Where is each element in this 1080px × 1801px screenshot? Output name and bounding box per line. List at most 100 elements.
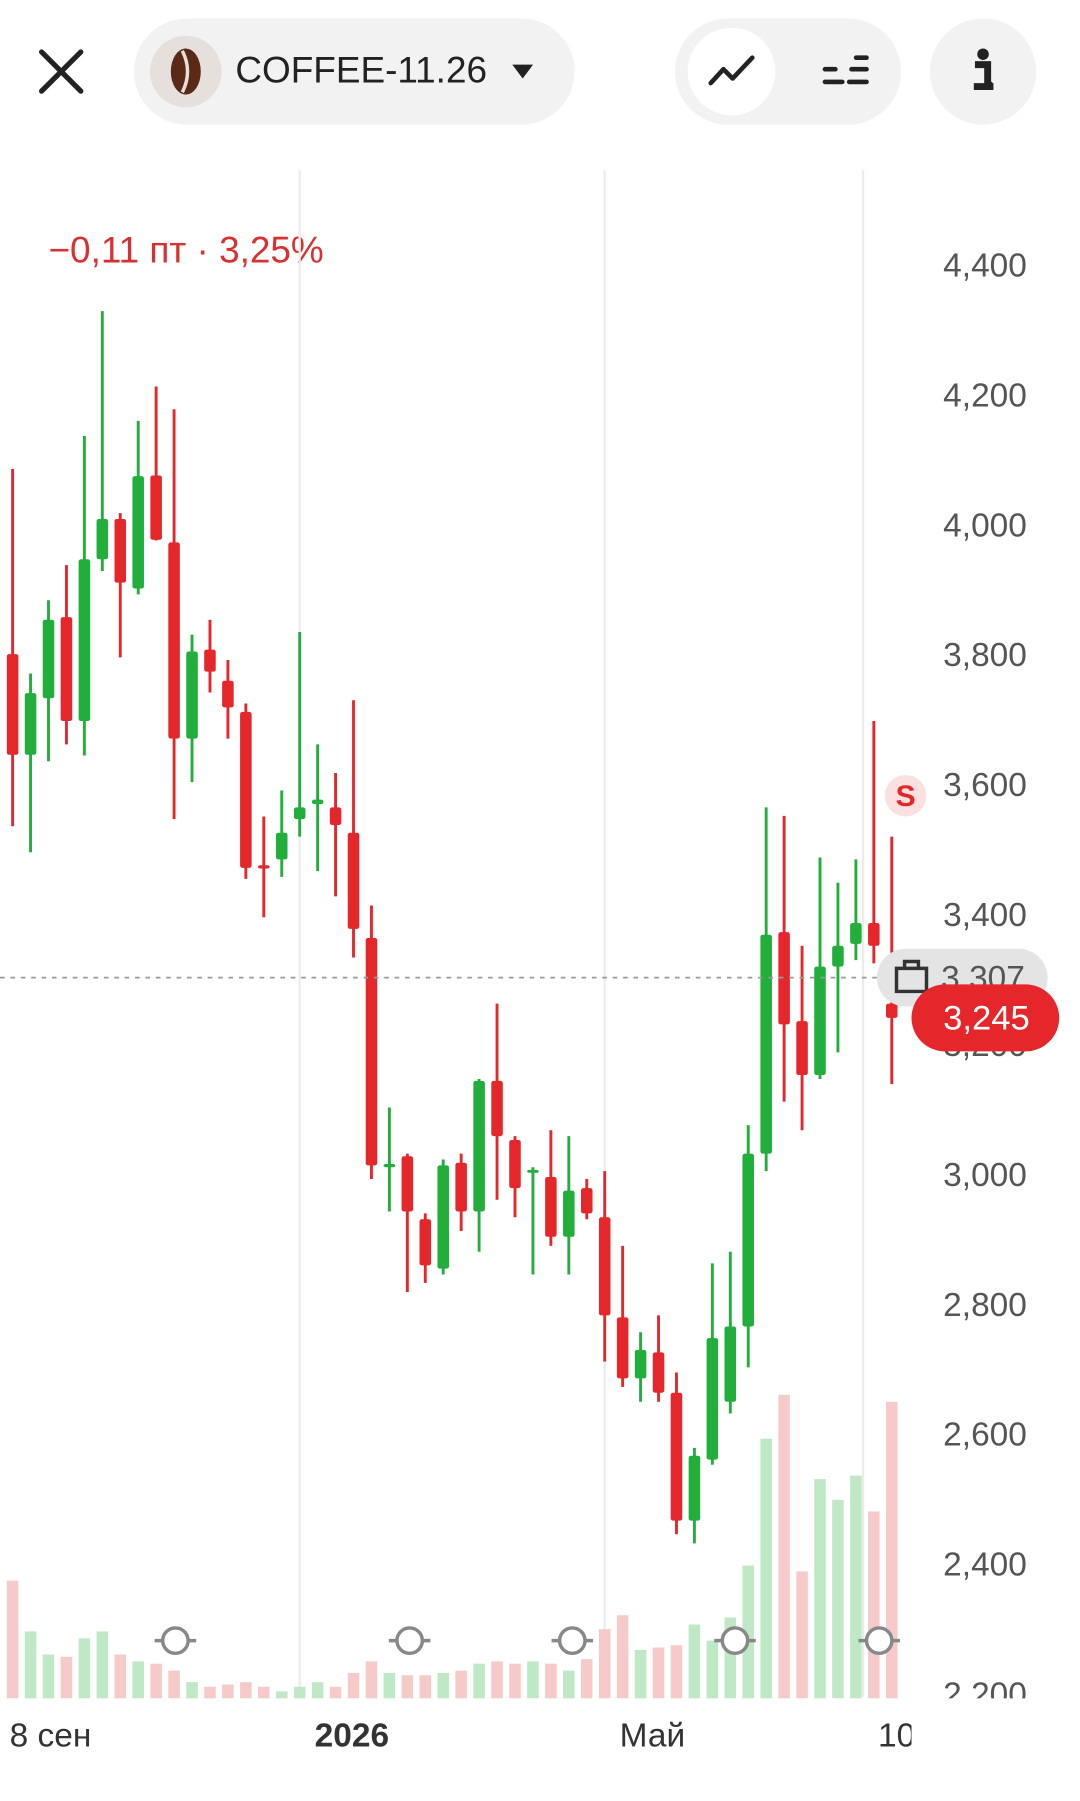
candle-body <box>545 1177 557 1237</box>
signal-label: S <box>896 780 916 813</box>
candle-body <box>78 559 91 722</box>
candle-body <box>563 1190 575 1237</box>
last-price: 3,245 <box>943 999 1030 1037</box>
volume-bar <box>6 1580 19 1699</box>
volume-bar <box>42 1654 55 1699</box>
change-label: −0,11 пт · 3,25% <box>49 229 324 270</box>
volume-bar <box>850 1475 862 1699</box>
y-tick-label: 4,200 <box>943 377 1027 414</box>
volume-bar <box>329 1686 342 1699</box>
volume-bar <box>796 1571 808 1699</box>
candle-body <box>509 1140 521 1189</box>
volume-bar <box>204 1686 216 1699</box>
signal-marker <box>884 774 927 817</box>
volume-bar <box>706 1640 719 1699</box>
candle-body <box>150 475 162 540</box>
candle-body <box>258 865 270 869</box>
volume-bar <box>114 1654 127 1699</box>
candle-body <box>186 651 198 739</box>
chart-style-toggle[interactable] <box>674 18 902 125</box>
candle-body <box>42 619 55 699</box>
close-button[interactable] <box>38 49 84 94</box>
candle-body <box>347 832 360 929</box>
volume-bar <box>437 1672 449 1699</box>
candle-body <box>760 934 772 1154</box>
volume-bar <box>886 1401 898 1699</box>
volume-bar <box>240 1682 252 1699</box>
candle-body <box>724 1326 737 1402</box>
volume-bar <box>724 1617 737 1699</box>
volume-bar <box>670 1645 683 1699</box>
candle-body <box>796 1021 808 1076</box>
volume-bar <box>598 1629 611 1699</box>
volume-bar <box>96 1631 109 1699</box>
y-tick-label: 3,600 <box>943 767 1027 804</box>
candle-body <box>652 1352 665 1393</box>
volume-bar <box>365 1661 378 1699</box>
candle-body <box>401 1156 414 1212</box>
candle-body <box>868 923 880 946</box>
candle-body <box>706 1338 719 1460</box>
x-tick-label: 2026 <box>315 1717 389 1754</box>
candle-body <box>222 680 234 708</box>
candle-body <box>437 1165 449 1269</box>
candle-body <box>634 1349 647 1379</box>
volume-bar <box>24 1631 37 1699</box>
candle-body <box>383 1164 396 1168</box>
volume-bar <box>814 1479 826 1699</box>
volume-bar <box>258 1686 270 1699</box>
candle-body <box>742 1153 755 1327</box>
volume-bar <box>419 1675 432 1699</box>
volume-bar <box>311 1682 324 1699</box>
x-tick-label: 10 <box>878 1717 915 1754</box>
candle-body <box>6 654 19 755</box>
y-tick-label: 2,400 <box>943 1547 1027 1584</box>
candle-body <box>527 1169 539 1173</box>
volume-bar <box>347 1672 360 1699</box>
y-tick-label: 2,600 <box>943 1417 1027 1454</box>
x-tick-label: Май <box>620 1717 686 1754</box>
x-tick-label: 8 сен <box>10 1717 92 1754</box>
volume-bar <box>168 1670 180 1699</box>
candle-body <box>670 1392 683 1521</box>
volume-bar <box>652 1647 665 1699</box>
volume-bar <box>509 1663 521 1699</box>
candle-body <box>886 1003 898 1018</box>
candle-body <box>455 1162 467 1212</box>
candle-body <box>598 1217 611 1316</box>
volume-bar <box>222 1684 234 1699</box>
volume-bar <box>455 1670 467 1699</box>
candle-body <box>275 832 288 860</box>
info-button[interactable] <box>929 18 1037 125</box>
candle-body <box>365 937 378 1166</box>
volume-bar <box>742 1565 755 1699</box>
volume-bar <box>78 1638 91 1699</box>
candle-body <box>580 1188 593 1214</box>
candle-body <box>60 617 73 722</box>
candle-body <box>132 476 144 589</box>
volume-bar <box>401 1675 414 1699</box>
y-tick-label: 3,400 <box>943 897 1027 934</box>
volume-bar <box>132 1661 144 1699</box>
candle-body <box>814 966 826 1076</box>
y-tick-label: 3,800 <box>943 637 1027 674</box>
candle-body <box>778 932 790 1025</box>
volume-bar <box>545 1663 557 1699</box>
volume-bar <box>778 1394 790 1699</box>
volume-bar <box>491 1661 503 1699</box>
candle-body <box>688 1455 701 1521</box>
volume-bar <box>688 1624 701 1699</box>
volume-bar <box>616 1615 629 1699</box>
candle-body <box>114 519 127 583</box>
candle-body <box>240 711 252 868</box>
volume-bar <box>383 1672 396 1699</box>
ticker-selector[interactable]: COFFEE-11.26 <box>133 18 575 125</box>
y-tick-label: 4,000 <box>943 507 1027 544</box>
candle-body <box>311 799 324 805</box>
volume-bar <box>293 1686 306 1699</box>
volume-bar <box>580 1659 593 1699</box>
volume-bar <box>832 1499 844 1699</box>
y-tick-label: 3,000 <box>943 1157 1027 1194</box>
